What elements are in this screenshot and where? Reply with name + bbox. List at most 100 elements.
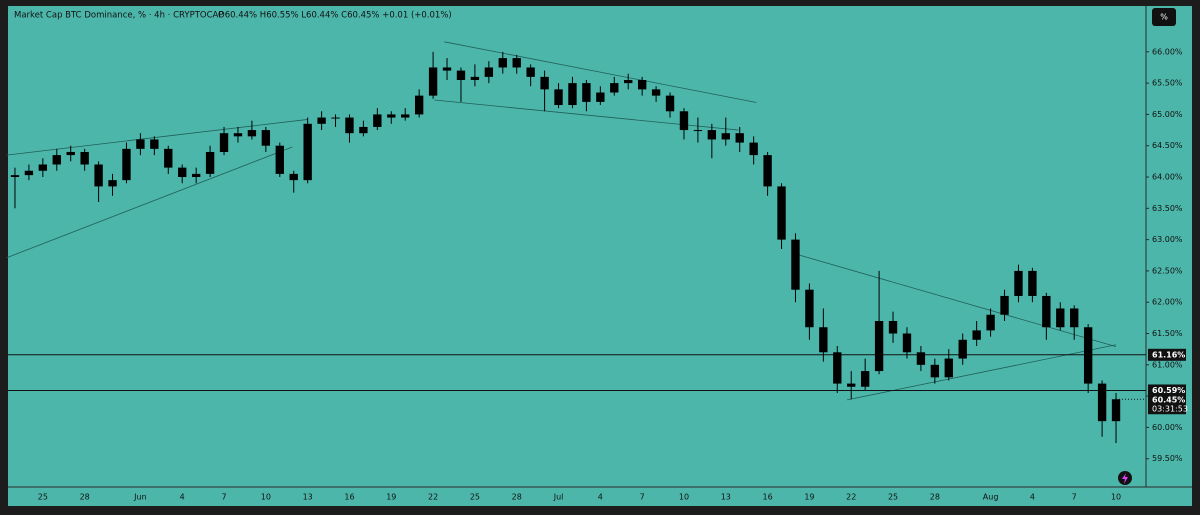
scale-button-label[interactable]: % <box>1160 13 1168 22</box>
x-tick-label: 13 <box>721 493 731 502</box>
candle-body <box>191 173 201 178</box>
candle-body <box>373 114 382 127</box>
candle-body <box>1083 327 1093 384</box>
candle-body <box>721 133 730 140</box>
candle-body <box>1070 308 1079 328</box>
candle-body <box>777 186 786 240</box>
y-tick-label: 63.50% <box>1152 204 1183 213</box>
trendline <box>791 252 1117 348</box>
candle-body <box>707 130 717 140</box>
candle-body <box>261 130 271 146</box>
x-tick-label: 7 <box>221 493 226 502</box>
candle-body <box>470 76 480 80</box>
x-tick-label: 4 <box>598 493 603 502</box>
y-tick-label: 65.00% <box>1152 110 1183 119</box>
candle-body <box>498 58 507 68</box>
candle-body <box>233 133 243 137</box>
y-tick-label: 61.50% <box>1152 329 1183 338</box>
candle-body <box>944 358 953 378</box>
candle-body <box>108 180 117 187</box>
candle-body <box>582 83 591 102</box>
x-tick-label: 16 <box>344 493 354 502</box>
y-tick-label: 66.00% <box>1152 47 1183 56</box>
y-tick-label: 62.50% <box>1152 266 1183 275</box>
y-tick-label: 61.00% <box>1152 360 1183 369</box>
candle-body <box>888 320 898 334</box>
x-tick-label: 10 <box>679 493 689 502</box>
candle-body <box>972 330 981 340</box>
candle-body <box>94 164 103 187</box>
candle-body <box>442 67 452 71</box>
candle-body <box>568 83 577 106</box>
x-tick-label: 10 <box>261 493 271 502</box>
x-tick-label: 10 <box>1111 493 1121 502</box>
x-tick-label: 16 <box>763 493 773 502</box>
candle-body <box>1000 295 1009 315</box>
candle-body <box>554 89 563 106</box>
candle-body <box>52 155 61 165</box>
candle-body <box>345 117 354 134</box>
x-tick-label: 25 <box>470 493 480 502</box>
candle-body <box>456 70 466 80</box>
candle-body <box>986 314 995 331</box>
candle-body <box>679 111 689 131</box>
candle-body <box>735 133 744 143</box>
candle-body <box>512 58 521 68</box>
candle-body <box>122 148 131 181</box>
candle-body <box>791 239 800 290</box>
candle-body <box>540 76 549 90</box>
y-tick-label: 65.50% <box>1152 79 1183 88</box>
candle-body <box>749 142 758 156</box>
y-tick-label: 64.00% <box>1152 173 1183 182</box>
candle-body <box>150 139 159 149</box>
last-price-label: 60.45% <box>1152 396 1185 405</box>
candle-body <box>610 83 619 93</box>
x-tick-label: 4 <box>180 493 185 502</box>
y-tick-label: 64.50% <box>1152 141 1183 150</box>
candle-body <box>833 352 842 384</box>
candle-body <box>414 95 424 115</box>
candle-body <box>275 145 284 174</box>
candle-body <box>80 151 89 165</box>
candle-body <box>1042 295 1051 328</box>
x-tick-label: Aug <box>983 493 999 502</box>
candle-body <box>38 164 48 171</box>
x-tick-label: 13 <box>303 493 313 502</box>
candle-body <box>303 123 312 181</box>
x-tick-label: 28 <box>930 493 940 502</box>
x-tick-label: 7 <box>640 493 645 502</box>
candle-body <box>66 151 75 156</box>
x-tick-label: 19 <box>804 493 814 502</box>
chart-background <box>8 6 1192 506</box>
candle-body <box>693 130 703 132</box>
candle-body <box>178 167 187 178</box>
candle-body <box>317 117 326 124</box>
candle-body <box>484 67 494 77</box>
candle-body <box>958 339 967 359</box>
candle-body <box>359 126 368 134</box>
y-tick-label: 60.00% <box>1152 423 1183 432</box>
candle-body <box>637 79 647 90</box>
candle-body <box>331 117 340 119</box>
candle-body <box>1028 270 1037 296</box>
y-tick-label: 63.00% <box>1152 235 1183 244</box>
x-tick-label: 7 <box>1072 493 1077 502</box>
candle-body <box>819 327 828 353</box>
candle-body <box>665 95 675 112</box>
candle-body <box>164 148 173 168</box>
candle-body <box>916 352 926 365</box>
candle-body <box>289 173 298 181</box>
x-tick-label: 4 <box>1030 493 1035 502</box>
candle-body <box>874 320 884 372</box>
candle-body <box>624 79 633 84</box>
last-price-box <box>1148 394 1186 415</box>
candle-body <box>136 139 145 149</box>
candle-body <box>1111 399 1121 422</box>
x-tick-label: 22 <box>428 493 438 502</box>
x-tick-label: 25 <box>38 493 48 502</box>
candle-body <box>596 92 605 102</box>
x-tick-label: 25 <box>888 493 898 502</box>
scale-button[interactable] <box>1152 8 1176 26</box>
